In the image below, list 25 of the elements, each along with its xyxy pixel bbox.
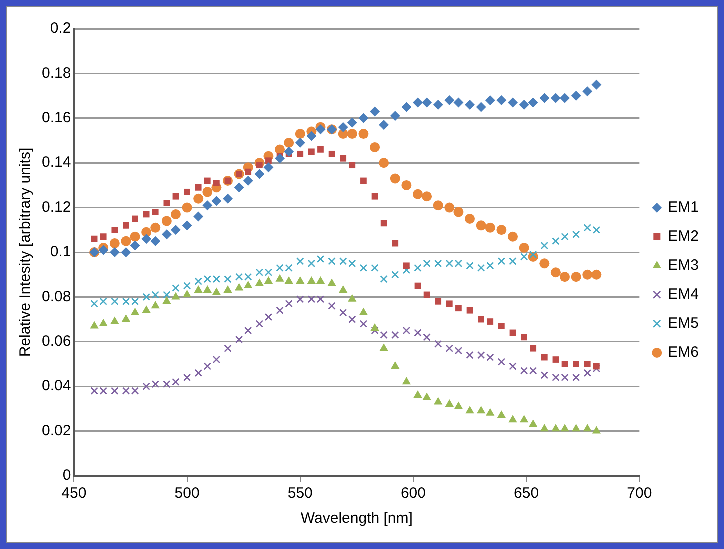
y-tick-label: 0.12 bbox=[42, 198, 72, 216]
legend-label: EM5 bbox=[668, 315, 699, 332]
x-tick-label: 650 bbox=[514, 485, 540, 502]
x-tick-label: 600 bbox=[400, 485, 426, 502]
legend-label: EM1 bbox=[668, 199, 699, 216]
x-tick-label: 450 bbox=[62, 485, 87, 502]
x-tick-label: 500 bbox=[174, 485, 200, 502]
legend-label: EM3 bbox=[668, 257, 699, 274]
y-tick-label: 0.08 bbox=[42, 288, 72, 306]
y-tick-label: 0.14 bbox=[42, 154, 72, 172]
y-tick-label: 0.18 bbox=[42, 64, 72, 82]
x-tick-label: 550 bbox=[288, 485, 313, 502]
legend-label: EM6 bbox=[668, 344, 699, 362]
y-axis-title: Relative Intesity [arbitrary units] bbox=[17, 148, 34, 358]
x-tick-label: 700 bbox=[627, 485, 652, 502]
y-tick-label: 0.1 bbox=[50, 244, 72, 261]
legend-label: EM4 bbox=[668, 286, 699, 304]
y-tick-label: 0.04 bbox=[42, 378, 72, 395]
x-axis-title: Wavelength [nm] bbox=[300, 510, 413, 528]
y-tick-label: 0.2 bbox=[50, 20, 72, 38]
legend-label: EM2 bbox=[668, 228, 699, 246]
y-tick-label: 0 bbox=[62, 467, 72, 484]
y-tick-label: 0.06 bbox=[42, 333, 72, 350]
y-tick-label: 0.16 bbox=[42, 110, 72, 127]
y-tick-label: 0.02 bbox=[42, 422, 72, 440]
